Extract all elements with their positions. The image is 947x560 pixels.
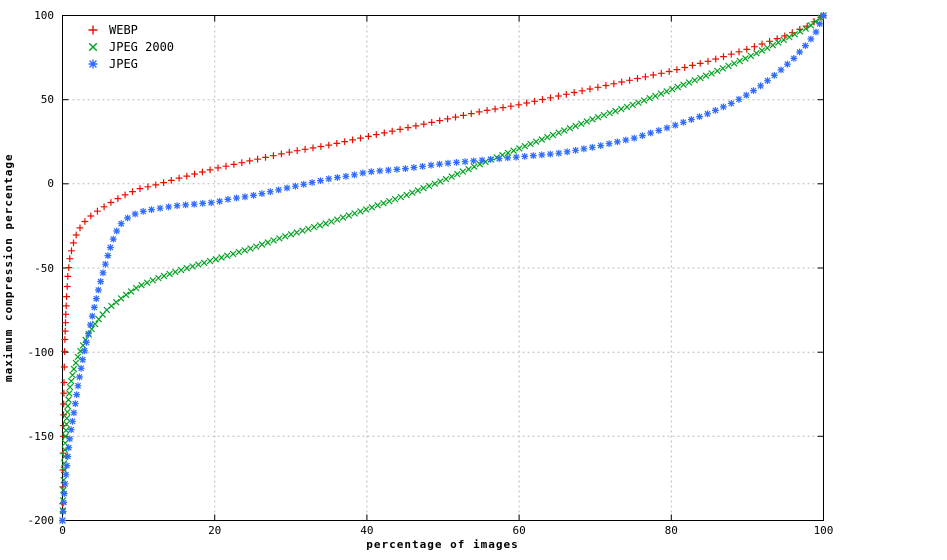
y-tick-label: -100 <box>27 345 55 359</box>
x-tick-label: 100 <box>813 524 834 537</box>
legend-item-jpeg-2000: JPEG 2000 <box>84 38 174 55</box>
y-tick-label: 0 <box>47 177 54 191</box>
legend-label-webp: WEBP <box>109 22 138 37</box>
series-jpeg <box>59 12 827 524</box>
legend-label-jpeg-2000: JPEG 2000 <box>109 39 175 54</box>
x-tick-label: 40 <box>360 524 374 537</box>
y-tick-label: -150 <box>27 429 55 443</box>
y-tick-label: -200 <box>27 514 55 527</box>
jpeg-2000-marker-glyph <box>88 42 98 51</box>
x-axis-label: percentage of images <box>366 538 519 551</box>
y-tick-label: -50 <box>34 261 54 275</box>
legend-item-webp: WEBP <box>84 21 174 38</box>
y-tick-label: 100 <box>34 9 54 22</box>
legend-label-jpeg: JPEG <box>109 56 138 71</box>
jpeg-marker-glyph <box>88 59 98 68</box>
plot-border <box>62 15 824 521</box>
jpeg-2000-cross-marker-icon <box>88 42 98 51</box>
x-tick-label: 80 <box>664 524 678 537</box>
webp-plus-marker-icon <box>88 25 98 34</box>
legend-item-jpeg: JPEG <box>84 55 174 72</box>
webp-marker-glyph <box>88 25 98 34</box>
jpeg-star-marker-icon <box>88 59 98 68</box>
x-tick-label: 0 <box>59 524 66 537</box>
x-tick-label: 20 <box>208 524 222 537</box>
y-tick-label: 50 <box>40 93 54 107</box>
legend: WEBP JPEG 2000 JPEG <box>84 21 174 72</box>
x-tick-label: 60 <box>512 524 526 537</box>
